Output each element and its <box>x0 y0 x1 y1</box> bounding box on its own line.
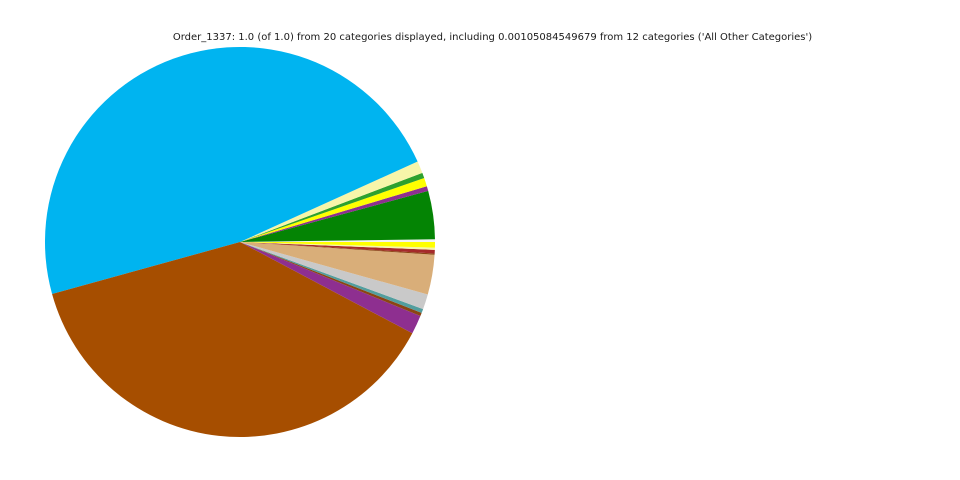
slice-green-stripe <box>240 172 425 242</box>
slice-darkred-stripe <box>240 242 435 254</box>
slice-silver-band <box>240 242 428 310</box>
slice-yellow-lower <box>240 242 436 248</box>
slice-saddlebrown-thin <box>240 242 435 255</box>
slice-saddlebrown-stripe <box>240 242 422 317</box>
slice-burlywood-band <box>240 242 435 295</box>
slice-cyan-largest <box>44 46 418 295</box>
chart-title: Order_1337: 1.0 (of 1.0) from 20 categor… <box>172 32 813 43</box>
slice-cream-upper <box>240 161 423 242</box>
slice-purple-band <box>240 242 421 334</box>
slice-whitesmoke-sliver <box>240 239 435 242</box>
slice-brown-large <box>52 242 413 438</box>
slice-purple-stripe <box>240 186 429 242</box>
slice-teal-stripe <box>240 242 424 313</box>
slice-yellow-upper <box>240 178 427 242</box>
slice-cream-thin <box>240 242 435 250</box>
slice-green-large <box>240 190 435 242</box>
